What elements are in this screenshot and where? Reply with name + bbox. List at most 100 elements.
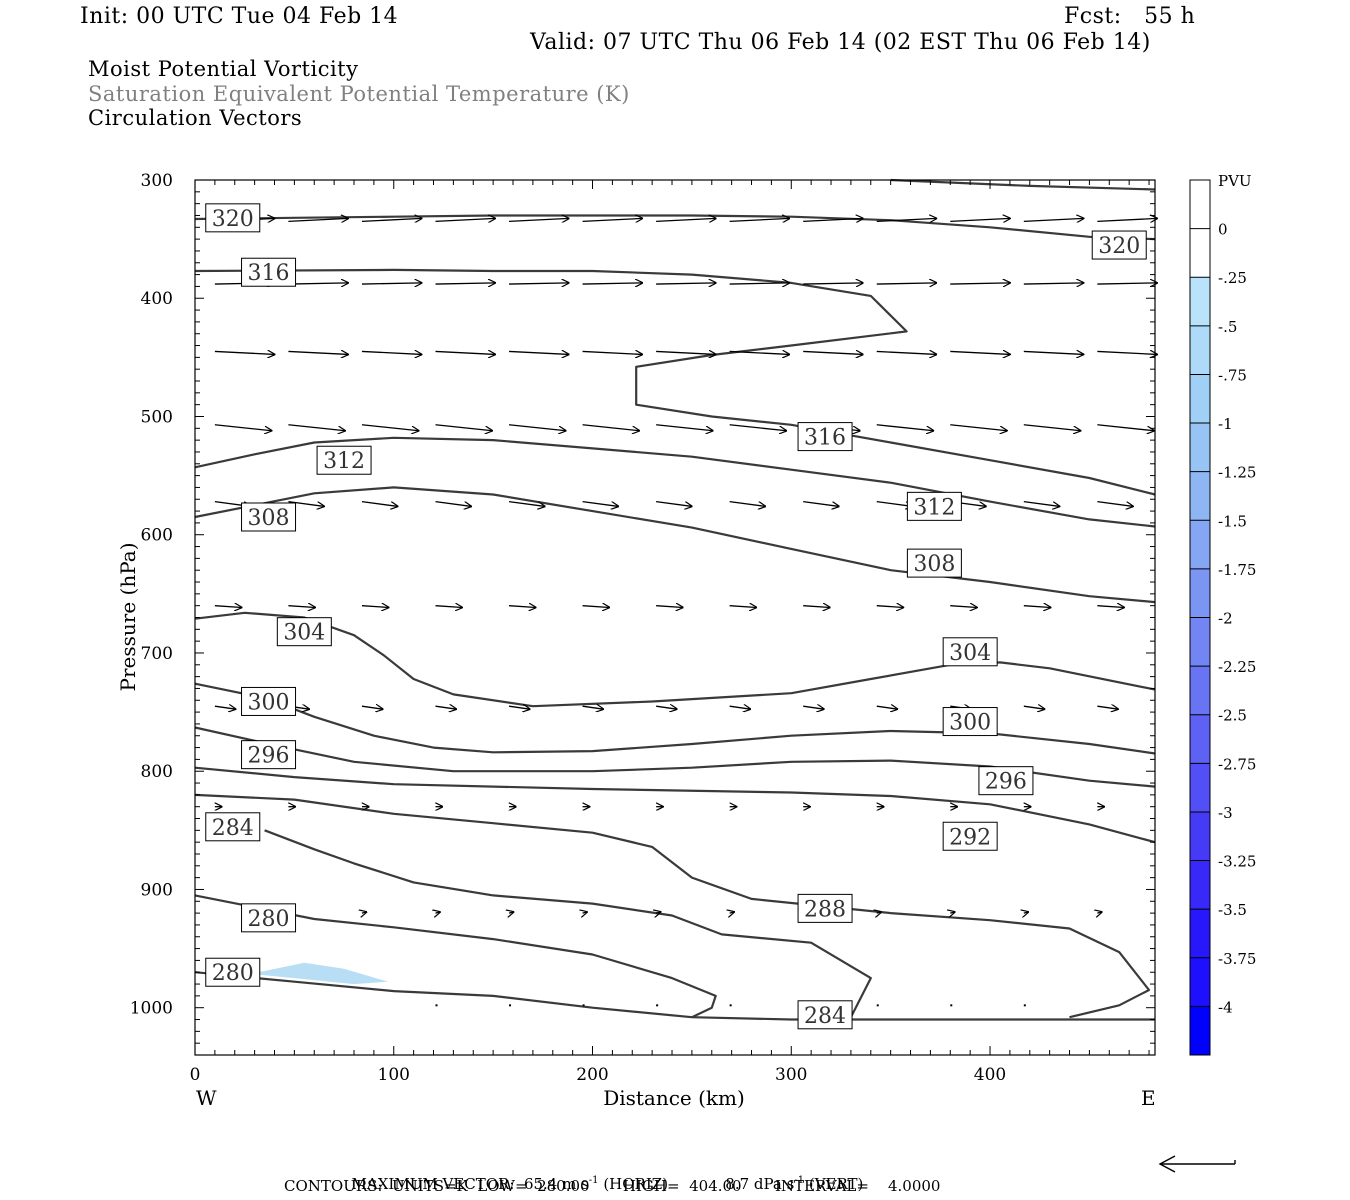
contour-label-box xyxy=(205,812,261,842)
contour-labels: 320 320 316 316 312 312 308 308 304 304 300 300 296 2… xyxy=(205,203,1147,1030)
contour-line-284-9 xyxy=(194,793,1151,1019)
colorbar-segment-7 xyxy=(1190,520,1210,570)
vector-arrow-0-2 xyxy=(361,218,422,221)
contour-label-text: 280 xyxy=(212,961,254,986)
contour-label-296-12: 296 xyxy=(241,740,297,770)
vector-arrow-5-9 xyxy=(876,606,904,608)
colorbar-label-14: -3.5 xyxy=(1218,901,1247,919)
vector-arrow-8-5 xyxy=(656,912,661,913)
colorbar-segment-8 xyxy=(1190,568,1210,618)
vector-arrow-3-9 xyxy=(876,424,934,431)
vector-arrow-0-8 xyxy=(803,218,863,221)
colorbar-segment-11 xyxy=(1190,714,1210,764)
vector-arrow-8-3 xyxy=(509,912,514,913)
contour-label-box xyxy=(241,257,297,287)
contour-label-text: 308 xyxy=(248,506,290,531)
vector-arrow-8-10 xyxy=(1024,912,1029,913)
contour-label-text: 300 xyxy=(949,711,991,736)
horiz-value: 65.4 m s xyxy=(523,1175,589,1193)
vector-arrow-3-4 xyxy=(508,424,566,431)
colorbar-label-11: -2.75 xyxy=(1218,755,1256,773)
contour-label-box xyxy=(276,617,332,647)
contour-label-text: 308 xyxy=(913,552,955,577)
contour-line-304-5 xyxy=(194,611,1156,708)
vector-arrow-2-12 xyxy=(1097,351,1157,354)
vector-arrow-2-5 xyxy=(582,351,643,354)
vector-arrow-1-5 xyxy=(582,283,643,284)
y-axis-title: Pressure (hPa) xyxy=(116,543,140,692)
colorbar-label-0: 0 xyxy=(1218,221,1228,239)
contour-label-box xyxy=(942,821,998,851)
x-end-label-east: E xyxy=(1141,1086,1156,1110)
contour-label-text: 288 xyxy=(804,897,846,922)
vector-arrow-4-7 xyxy=(729,500,766,507)
contour-label-text: 280 xyxy=(248,907,290,932)
title-theta-es: Saturation Equivalent Potential Temperat… xyxy=(88,82,630,106)
x-tick-label-100: 100 xyxy=(378,1065,410,1085)
contour-label-300-11: 300 xyxy=(942,707,998,737)
vector-arrow-1-4 xyxy=(509,283,569,284)
contour-label-box xyxy=(241,740,297,770)
colorbar-label-16: -4 xyxy=(1218,998,1233,1016)
vector-arrow-5-5 xyxy=(582,606,610,608)
contour-label-text: 292 xyxy=(949,825,991,850)
mpv-shaded-region xyxy=(258,962,388,985)
colorbar-label-6: -1.5 xyxy=(1218,512,1247,530)
contour-line-308-4 xyxy=(194,486,1156,604)
contour-label-316-3: 316 xyxy=(797,422,853,452)
contour-label-text: 316 xyxy=(248,261,290,286)
vector-arrow-5-0 xyxy=(214,606,242,608)
x-tick-label-300: 300 xyxy=(775,1065,807,1085)
vector-arrow-3-3 xyxy=(435,424,492,431)
colorbar-label-1: -.25 xyxy=(1218,269,1247,287)
vector-arrow-3-10 xyxy=(950,424,1007,431)
vector-arrow-4-3 xyxy=(435,500,471,507)
contour-label-280-18: 280 xyxy=(241,903,297,933)
vector-arrow-2-9 xyxy=(876,351,937,354)
vector-arrow-2-10 xyxy=(950,351,1010,354)
contour-label-308-7: 308 xyxy=(906,548,962,578)
vector-arrow-5-11 xyxy=(1023,606,1051,608)
contour-label-296-13: 296 xyxy=(978,766,1034,796)
colorbar-segment-14 xyxy=(1190,860,1210,910)
vector-arrow-5-4 xyxy=(508,606,536,608)
vector-arrow-4-8 xyxy=(803,500,839,507)
colorbar-segment-9 xyxy=(1190,617,1210,667)
x-end-label-west: W xyxy=(196,1086,217,1110)
contour-label-box xyxy=(205,203,261,233)
contour-label-text: 312 xyxy=(323,449,365,474)
contour-label-308-6: 308 xyxy=(241,502,297,532)
vector-arrow-0-4 xyxy=(509,218,569,221)
axis-labels: Distance (km) Pressure (hPa) W E xyxy=(116,543,1156,1110)
contour-line-284-10 xyxy=(264,829,872,1018)
colorbar-segment-3 xyxy=(1190,325,1210,375)
vector-arrow-2-6 xyxy=(656,351,716,354)
valid-time: Valid: 07 UTC Thu 06 Feb 14 (02 EST Thu … xyxy=(530,30,1151,55)
contour-label-text: 320 xyxy=(1098,234,1140,259)
contour-label-312-4: 312 xyxy=(316,445,372,475)
contour-label-box xyxy=(797,1000,853,1030)
vector-arrow-0-7 xyxy=(729,218,790,221)
contour-label-320-0: 320 xyxy=(205,203,261,233)
plot-frame xyxy=(194,179,1156,1056)
circulation-vectors xyxy=(214,218,1157,1007)
contour-label-284-16: 284 xyxy=(205,812,261,842)
contour-line-320-1 xyxy=(890,178,1156,191)
contour-label-312-5: 312 xyxy=(906,491,962,521)
contour-label-292-14: 292 xyxy=(942,821,998,851)
vector-arrow-4-11 xyxy=(1023,500,1060,507)
vector-arrow-5-3 xyxy=(435,606,462,608)
contour-label-text: 300 xyxy=(248,690,290,715)
colorbar-label-13: -3.25 xyxy=(1218,853,1256,871)
vector-arrow-0-10 xyxy=(950,218,1010,221)
x-axis-title: Distance (km) xyxy=(603,1086,745,1110)
colorbar-label-12: -3 xyxy=(1218,804,1233,822)
vector-arrow-5-10 xyxy=(950,606,977,608)
max-vector-line: MAXIMUM VECTOR: 65.4 m s-1 (HORIZ) 8.7 d… xyxy=(342,1157,864,1193)
vector-arrow-6-11 xyxy=(1023,706,1045,709)
colorbar-label-2: -.5 xyxy=(1218,318,1237,336)
colorbar-segment-5 xyxy=(1190,423,1210,473)
y-tick-label-1000: 1000 xyxy=(130,999,173,1019)
y-tick-label-700: 700 xyxy=(141,644,173,664)
vector-arrow-8-1 xyxy=(362,912,367,913)
